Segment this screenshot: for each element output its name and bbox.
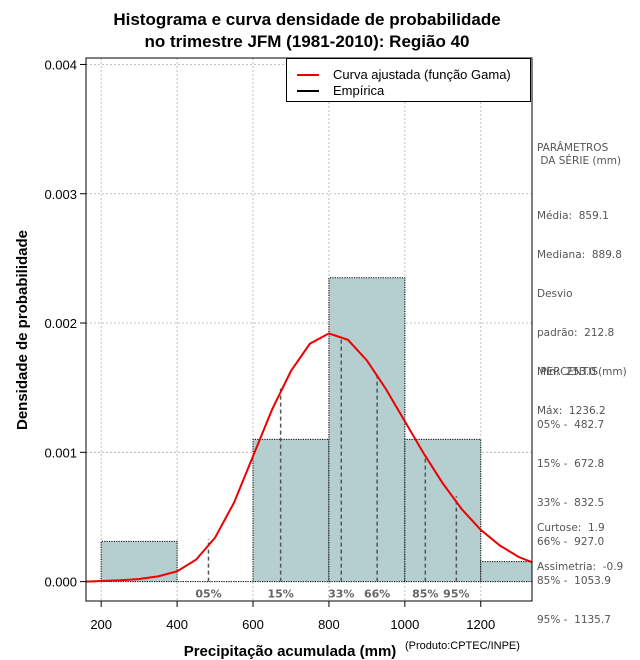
percentil-85: 85% - 1053.9: [537, 575, 611, 587]
x-axis-title: Precipitação acumulada (mm): [184, 643, 397, 660]
x-tick-label: 600: [242, 617, 264, 632]
percentil-15: 15% - 672.8: [537, 458, 605, 470]
legend-label-fitted: Curva ajustada (função Gama): [333, 67, 511, 82]
params-title: PARÂMETROS DA SÉRIE (mm): [537, 142, 621, 168]
percentile-label: 15%: [267, 588, 293, 601]
legend-entry-empirical: Empírica: [297, 83, 384, 98]
percentile-label: 33%: [328, 588, 354, 601]
param-stddev-label: Desvio: [537, 288, 573, 300]
histogram-bar: [253, 439, 329, 582]
y-tick-label: 0.003: [44, 187, 77, 202]
percentile-label: 05%: [195, 588, 221, 601]
histogram-bar: [480, 561, 532, 582]
x-tick-label: 1200: [466, 617, 495, 632]
percentil-33: 33% - 832.5: [537, 497, 605, 509]
legend-swatch-fitted: [297, 73, 319, 76]
params-title-line: DA SÉRIE (mm): [537, 155, 622, 167]
histogram-bar: [101, 541, 178, 582]
y-tick-label: 0.004: [44, 57, 77, 72]
percentil-05: 05% - 482.7: [537, 419, 605, 431]
chart-title-line-1: Histograma e curva densidade de probabil…: [113, 10, 500, 29]
fitted-curve-line: [85, 332, 533, 583]
param-mean: Média: 859.1: [537, 210, 609, 222]
percentil-95: 95% - 1135.7: [537, 614, 611, 626]
stats-list: Curtose: 1.9 Assimetria: -0.9: [537, 496, 623, 587]
y-tick-label: 0.001: [44, 445, 77, 460]
y-tick-label: 0.000: [44, 575, 77, 590]
axes: 200 400 600 800 1000 1200 0.000 0.001 0.002 0.003…: [44, 57, 495, 632]
legend-label-empirical: Empírica: [333, 83, 385, 98]
x-tick-label: 200: [90, 617, 112, 632]
percentile-label: 95%: [443, 588, 469, 601]
params-title-line: PARÂMETROS: [537, 142, 609, 154]
x-tick-label: 400: [166, 617, 188, 632]
percentile-markers: 05% 15% 33% 66% 85% 95%: [195, 337, 470, 601]
legend-entry-fitted: Curva ajustada (função Gama): [297, 67, 511, 82]
percentile-label: 85%: [412, 588, 438, 601]
param-min: Mín: 253.0: [537, 366, 596, 378]
x-tick-label: 1000: [390, 617, 419, 632]
stat-kurtosis: Curtose: 1.9: [537, 522, 605, 534]
param-median: Mediana: 889.8: [537, 249, 622, 261]
x-tick-label: 800: [318, 617, 340, 632]
stat-skewness: Assimetria: -0.9: [537, 561, 624, 573]
histogram-bar-outline: [100, 540, 178, 582]
histogram-bar: [404, 439, 481, 582]
percentis-list: 05% - 482.7 15% - 672.8 33% - 832.5 66% …: [537, 393, 611, 640]
percentile-label: 66%: [364, 588, 390, 601]
percentis-title: PERCENTIS(mm): [537, 366, 627, 378]
y-axis-title: Densidade de probabilidade: [14, 230, 31, 430]
histogram-bar-outline: [328, 277, 406, 582]
fitted-curve: [85, 332, 533, 583]
histogram-bar-outline: [404, 438, 482, 582]
histogram-bar-outline: [252, 438, 330, 582]
legend-swatch-empirical: [297, 89, 319, 92]
params-list: Média: 859.1 Mediana: 889.8 Desvio padrã…: [537, 184, 622, 431]
param-stddev: padrão: 212.8: [537, 327, 615, 339]
product-credit: (Produto:CPTEC/INPE): [405, 640, 520, 652]
chart-title-line-2: no trimestre JFM (1981-2010): Região 40: [144, 32, 469, 51]
percentil-66: 66% - 927.0: [537, 536, 605, 548]
y-tick-label: 0.002: [44, 316, 77, 331]
histogram-bar: [328, 277, 405, 582]
param-max: Máx: 1236.2: [537, 405, 606, 417]
histogram-bar-outline: [480, 561, 533, 582]
legend: Curva ajustada (função Gama) Empírica: [286, 58, 531, 102]
